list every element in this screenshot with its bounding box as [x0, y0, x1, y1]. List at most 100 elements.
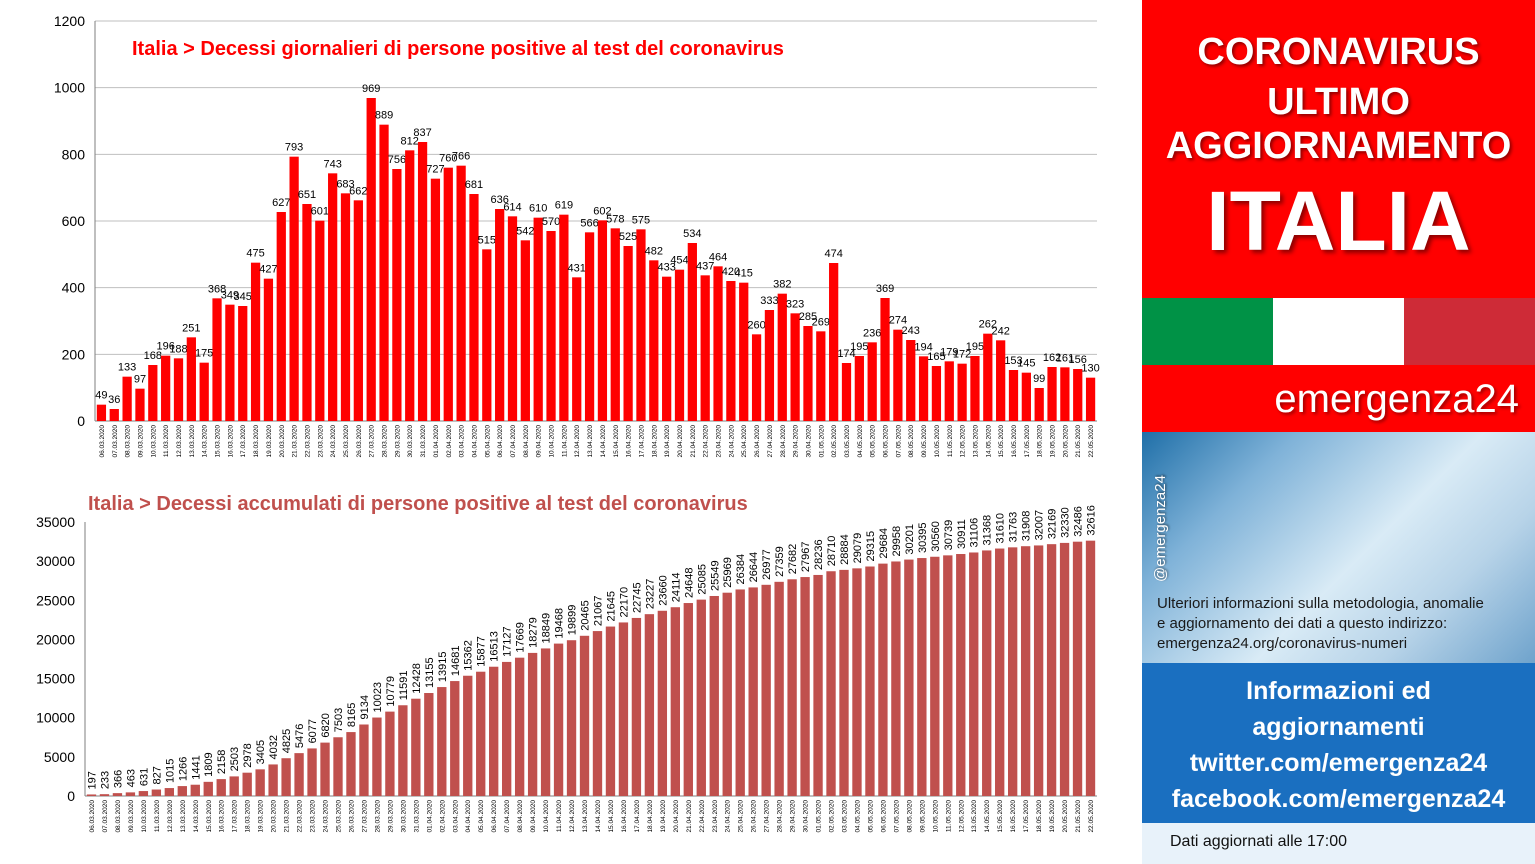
bar	[112, 793, 123, 796]
data-label: 2158	[216, 750, 228, 774]
data-label: 28884	[839, 534, 851, 565]
x-tick-label: 18.05.2020	[1036, 800, 1043, 833]
x-tick-label: 03.05.2020	[844, 425, 851, 458]
data-label: 610	[529, 203, 547, 215]
x-tick-label: 27.03.2020	[369, 425, 376, 458]
x-tick-label: 16.05.2020	[1011, 425, 1018, 458]
y-tick-label: 35000	[36, 514, 75, 530]
data-label: 13155	[424, 657, 436, 688]
x-tick-label: 27.03.2020	[361, 800, 368, 833]
data-label: 15877	[476, 636, 488, 667]
info-line-2: e aggiornamento dei dati a questo indiri…	[1157, 615, 1448, 632]
data-label: 431	[568, 262, 586, 274]
twitter-link[interactable]: twitter.com/emergenza24	[1189, 749, 1488, 777]
data-label: 349	[221, 290, 239, 302]
bar	[1085, 377, 1096, 421]
x-tick-label: 22.03.2020	[297, 800, 304, 833]
data-label: 368	[208, 283, 226, 295]
data-label: 19468	[554, 608, 566, 639]
data-label: 627	[272, 197, 290, 209]
social-box: Informazioni ed aggiornamenti twitter.co…	[1142, 663, 1535, 823]
bar	[1034, 388, 1044, 421]
social-handle: @emergenza24	[1152, 475, 1169, 582]
x-tick-label: 18.03.2020	[245, 800, 252, 833]
bar	[1059, 542, 1070, 796]
x-tick-label: 17.03.2020	[240, 425, 247, 458]
data-label: 194	[914, 341, 932, 353]
facebook-link[interactable]: facebook.com/emergenza24	[1171, 785, 1506, 813]
bar	[424, 693, 434, 796]
data-label: 566	[580, 217, 598, 229]
bar	[1060, 367, 1070, 421]
bar	[700, 275, 710, 421]
x-tick-label: 07.03.2020	[102, 800, 109, 833]
x-tick-label: 13.04.2020	[582, 800, 589, 833]
data-label: 285	[799, 311, 817, 323]
x-tick-label: 28.04.2020	[777, 800, 784, 833]
data-label: 31106	[969, 518, 981, 548]
x-tick-label: 15.05.2020	[997, 800, 1004, 833]
bar	[527, 652, 538, 796]
data-label: 162	[1043, 352, 1061, 364]
x-tick-label: 26.04.2020	[751, 800, 758, 833]
data-label: 681	[465, 179, 483, 191]
x-tick-label: 29.03.2020	[387, 800, 394, 833]
bar	[225, 304, 235, 421]
x-tick-label: 17.04.2020	[638, 425, 645, 458]
x-tick-label: 21.04.2020	[690, 425, 697, 458]
data-label: 542	[516, 225, 534, 237]
bar	[803, 326, 813, 421]
data-label: 31610	[995, 513, 1007, 544]
x-tick-label: 05.05.2020	[870, 425, 877, 458]
data-label: 8165	[346, 703, 358, 727]
headline-line-2: ULTIMO	[1267, 81, 1410, 123]
bar	[917, 558, 927, 796]
data-label: 4825	[281, 729, 293, 753]
bar	[813, 574, 823, 796]
data-label: 130	[1081, 363, 1099, 375]
x-tick-label: 06.03.2020	[89, 800, 96, 833]
bar	[250, 262, 261, 421]
x-tick-label: 07.04.2020	[510, 425, 517, 458]
bar	[405, 150, 415, 422]
data-label: 21645	[605, 591, 617, 622]
bar	[164, 788, 175, 796]
data-label: 274	[889, 315, 907, 327]
data-label: 760	[439, 153, 457, 165]
bar	[584, 232, 595, 421]
x-tick-label: 22.05.2020	[1088, 800, 1095, 833]
data-label: 5476	[294, 724, 306, 748]
data-label: 575	[632, 214, 650, 226]
bar	[618, 622, 629, 796]
x-tick-label: 06.04.2020	[491, 800, 498, 833]
x-tick-label: 03.04.2020	[452, 800, 459, 833]
x-tick-label: 27.04.2020	[764, 800, 771, 833]
x-tick-label: 08.04.2020	[523, 425, 530, 458]
data-label: 269	[812, 316, 830, 328]
data-label: 1441	[190, 755, 202, 779]
info-link[interactable]: emergenza24.org/coronavirus-numeri	[1157, 635, 1408, 652]
bar	[255, 769, 265, 796]
data-label: 889	[375, 110, 393, 122]
bar	[469, 194, 479, 421]
data-label: 21067	[592, 595, 604, 626]
x-tick-label: 23.03.2020	[310, 800, 317, 833]
data-label: 15362	[463, 640, 475, 671]
data-label: 475	[246, 248, 264, 260]
bar	[841, 363, 852, 421]
bar	[315, 220, 325, 421]
x-tick-label: 12.03.2020	[176, 425, 183, 458]
data-label: 651	[298, 189, 316, 201]
bar	[816, 331, 826, 421]
bar	[867, 342, 877, 421]
bar	[501, 661, 512, 796]
bar	[726, 281, 736, 421]
bar	[878, 563, 888, 796]
data-label: 323	[786, 298, 804, 310]
bar	[739, 282, 749, 421]
bar	[1073, 369, 1083, 421]
bar	[307, 748, 317, 796]
data-label: 2978	[242, 743, 254, 767]
y-tick-label: 600	[62, 213, 86, 229]
x-tick-label: 22.03.2020	[304, 425, 311, 458]
